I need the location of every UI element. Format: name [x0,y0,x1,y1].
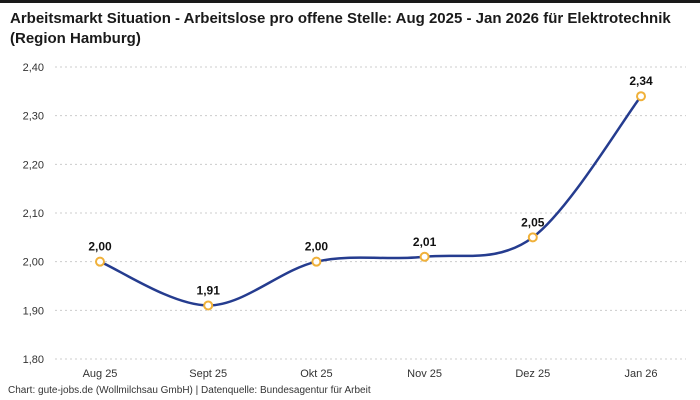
data-point-value-label: 1,91 [197,283,221,297]
y-axis-tick-label: 2,20 [23,159,44,171]
data-point-value-label: 2,34 [629,74,653,88]
y-axis-tick-label: 2,40 [23,62,44,74]
y-axis-tick-label: 1,80 [23,354,44,366]
page-title: Arbeitsmarkt Situation - Arbeitslose pro… [10,10,671,47]
data-point-value-label: 2,00 [305,240,329,254]
y-axis-tick-label: 2,30 [23,111,44,123]
x-axis-tick-label: Okt 25 [300,368,332,380]
data-point-marker [636,91,646,102]
y-axis-tick-label: 1,90 [23,305,44,317]
chart-footer-attribution: Chart: gute-jobs.de (Wollmilchsau GmbH) … [8,385,371,396]
series-line [98,94,643,307]
data-point-marker [311,256,322,267]
data-point-value-label: 2,05 [521,215,545,229]
x-axis-tick-label: Nov 25 [407,368,442,380]
data-point-marker [419,251,430,262]
data-point-marker [527,232,538,243]
x-axis-tick-label: Sept 25 [189,368,227,380]
data-point-marker [95,256,105,267]
x-axis-tick-label: Aug 25 [83,368,118,380]
data-point-value-label: 2,01 [413,235,437,249]
chart-container: 1,80 1,90 2,00 2,10 2,20 2,30 2,40 Aug 25 Sept 2… [0,55,700,387]
data-point-value-label: 2,00 [88,240,112,254]
y-axis-tick-label: 2,10 [23,208,44,220]
line-chart: 1,80 1,90 2,00 2,10 2,20 2,30 2,40 Aug 25 Sept 2… [23,62,686,380]
x-axis-tick-label: Jan 26 [624,368,657,380]
x-axis-tick-label: Dez 25 [515,368,550,380]
data-point-marker [203,300,214,311]
y-axis-tick-label: 2,00 [23,257,44,269]
